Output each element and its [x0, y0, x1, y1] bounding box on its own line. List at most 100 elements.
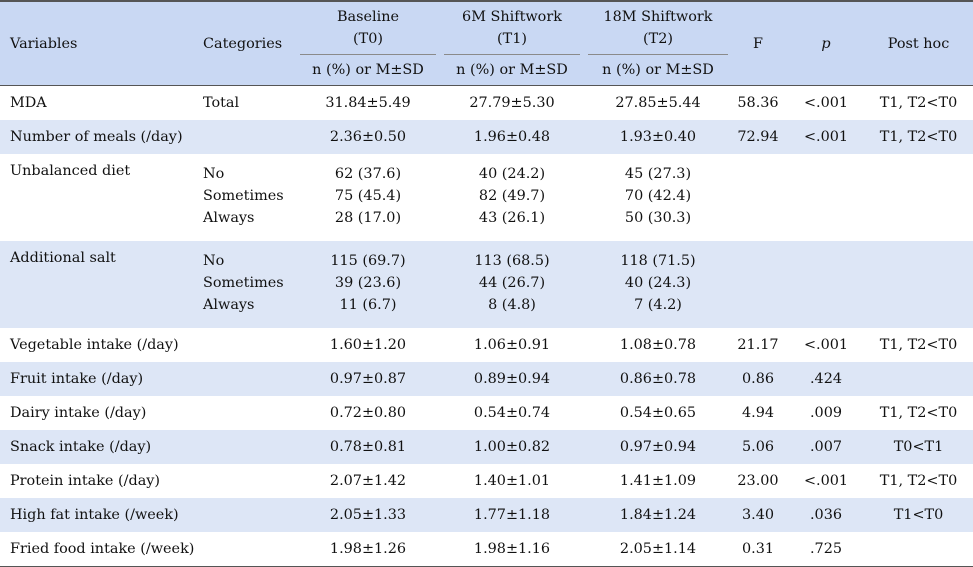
cell-t1: 1.06±0.91	[444, 328, 580, 362]
cell-category: Total	[196, 85, 300, 120]
cell-gap	[436, 120, 444, 154]
cell-category	[196, 120, 300, 154]
cell-t0: 62 (37.6) 75 (45.4) 28 (17.0)	[300, 154, 436, 241]
cell-posthoc	[864, 154, 973, 241]
cell-gap	[580, 498, 588, 532]
cell-t1-line: 40 (24.2)	[478, 166, 546, 182]
header-t2-stat: n (%) or M±SD	[588, 54, 728, 86]
cell-variable: Dairy intake (/day)	[0, 396, 196, 430]
cell-t1: 27.79±5.30	[444, 85, 580, 120]
cell-p: <.001	[788, 464, 864, 498]
cell-t0-line: 28 (17.0)	[334, 210, 402, 226]
table-body: MDA Total 31.84±5.49 27.79±5.30 27.85±5.44 58…	[0, 85, 973, 567]
cell-p: <.001	[788, 328, 864, 362]
cell-f: 0.86	[728, 362, 788, 396]
cell-gap	[436, 532, 444, 567]
cell-variable: Snack intake (/day)	[0, 430, 196, 464]
cell-t2: 1.93±0.40	[588, 120, 728, 154]
table-row: MDA Total 31.84±5.49 27.79±5.30 27.85±5.44 58…	[0, 85, 973, 120]
header-variables: Variables	[0, 0, 196, 86]
cell-p: .725	[788, 532, 864, 567]
cell-t1-line: 44 (26.7)	[478, 275, 546, 291]
cell-gap	[580, 362, 588, 396]
cell-category	[196, 328, 300, 362]
cell-t2: 27.85±5.44	[588, 85, 728, 120]
cell-category-line: No	[203, 166, 225, 182]
cell-f: 23.00	[728, 464, 788, 498]
cell-posthoc: T1, T2<T0	[864, 464, 973, 498]
header-p-text: p	[821, 35, 831, 52]
cell-p: .007	[788, 430, 864, 464]
cell-variable: Protein intake (/day)	[0, 464, 196, 498]
header-posthoc: Post hoc	[864, 0, 973, 86]
cell-category	[196, 396, 300, 430]
cell-category-line: Always	[203, 297, 255, 313]
cell-variable: Unbalanced diet	[0, 154, 196, 241]
cell-p: .036	[788, 498, 864, 532]
cell-posthoc: T1, T2<T0	[864, 120, 973, 154]
cell-variable: Fruit intake (/day)	[0, 362, 196, 396]
cell-t0: 1.60±1.20	[300, 328, 436, 362]
cell-gap	[580, 430, 588, 464]
header-t1-sub: (T1)	[497, 31, 527, 47]
cell-t0: 2.36±0.50	[300, 120, 436, 154]
cell-t0: 0.97±0.87	[300, 362, 436, 396]
cell-variable: High fat intake (/week)	[0, 498, 196, 532]
cell-t0: 0.78±0.81	[300, 430, 436, 464]
cell-gap	[580, 85, 588, 120]
cell-f	[728, 241, 788, 328]
cell-gap	[436, 498, 444, 532]
header-t1-stat: n (%) or M±SD	[444, 54, 580, 86]
cell-posthoc: T1, T2<T0	[864, 396, 973, 430]
cell-variable: Additional salt	[0, 241, 196, 328]
cell-gap	[580, 396, 588, 430]
table-row: Protein intake (/day) 2.07±1.42 1.40±1.01 1…	[0, 464, 973, 498]
cell-t2: 1.41±1.09	[588, 464, 728, 498]
cell-t0-line: 75 (45.4)	[334, 188, 402, 204]
cell-t0: 31.84±5.49	[300, 85, 436, 120]
header-t2-title: 18M Shiftwork	[603, 9, 713, 25]
table-row: Fried food intake (/week) 1.98±1.26 1.98±1…	[0, 532, 973, 567]
cell-posthoc	[864, 362, 973, 396]
cell-t0: 115 (69.7) 39 (23.6) 11 (6.7)	[300, 241, 436, 328]
cell-f: 0.31	[728, 532, 788, 567]
cell-t2: 1.84±1.24	[588, 498, 728, 532]
cell-category	[196, 362, 300, 396]
cell-gap	[436, 396, 444, 430]
cell-t2: 45 (27.3) 70 (42.4) 50 (30.3)	[588, 154, 728, 241]
cell-category-line: Sometimes	[203, 188, 284, 204]
header-categories: Categories	[196, 0, 300, 86]
cell-f: 4.94	[728, 396, 788, 430]
header-gap	[436, 0, 444, 86]
cell-t0: 2.07±1.42	[300, 464, 436, 498]
cell-p	[788, 154, 864, 241]
header-gap	[580, 0, 588, 86]
cell-t2-line: 40 (24.3)	[624, 275, 692, 291]
cell-t2-line: 7 (4.2)	[634, 297, 682, 313]
header-t1: 6M Shiftwork (T1)	[444, 0, 580, 55]
header-t0-stat: n (%) or M±SD	[300, 54, 436, 86]
header-t0-sub: (T0)	[353, 31, 383, 47]
header-t1-title: 6M Shiftwork	[462, 9, 562, 25]
cell-gap	[580, 241, 588, 328]
cell-f: 3.40	[728, 498, 788, 532]
cell-t1-line: 8 (4.8)	[488, 297, 536, 313]
cell-variable: Vegetable intake (/day)	[0, 328, 196, 362]
table-row: High fat intake (/week) 2.05±1.33 1.77±1.1…	[0, 498, 973, 532]
cell-posthoc	[864, 532, 973, 567]
cell-p: <.001	[788, 85, 864, 120]
table-row: Fruit intake (/day) 0.97±0.87 0.89±0.94 0.8…	[0, 362, 973, 396]
cell-gap	[580, 532, 588, 567]
cell-f: 58.36	[728, 85, 788, 120]
cell-t1: 1.00±0.82	[444, 430, 580, 464]
cell-p: <.001	[788, 120, 864, 154]
cell-posthoc: T1, T2<T0	[864, 328, 973, 362]
cell-posthoc: T0<T1	[864, 430, 973, 464]
cell-p	[788, 241, 864, 328]
cell-t0: 0.72±0.80	[300, 396, 436, 430]
cell-p: .424	[788, 362, 864, 396]
cell-gap	[436, 430, 444, 464]
table-row: Vegetable intake (/day) 1.60±1.20 1.06±0.9…	[0, 328, 973, 362]
cell-t2: 118 (71.5) 40 (24.3) 7 (4.2)	[588, 241, 728, 328]
cell-t1: 0.89±0.94	[444, 362, 580, 396]
